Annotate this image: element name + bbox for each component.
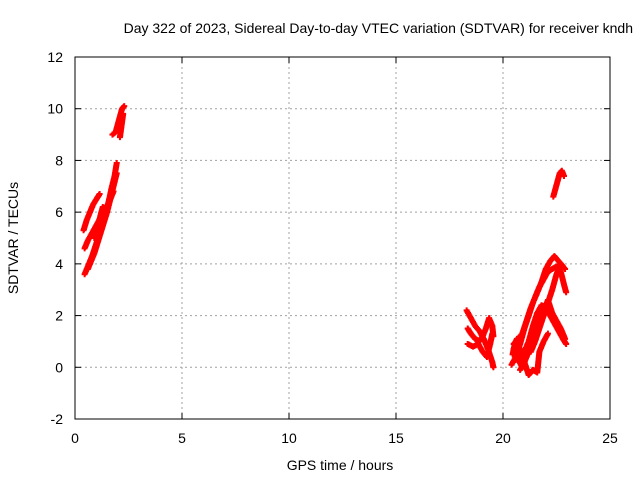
x-tick-label: 15	[388, 430, 404, 446]
data-point	[544, 330, 551, 337]
data-point	[520, 359, 527, 366]
data-point	[121, 103, 128, 110]
y-tick-label: 12	[47, 49, 63, 65]
y-tick-label: 10	[47, 101, 63, 117]
data-point	[563, 341, 570, 348]
data-point	[562, 335, 569, 342]
data-point	[113, 160, 120, 167]
data-point	[562, 266, 569, 273]
y-tick-label: 2	[55, 308, 63, 324]
x-tick-label: 25	[602, 430, 618, 446]
x-axis-title: GPS time / hours	[287, 457, 394, 473]
data-point	[113, 170, 120, 177]
x-tick-label: 0	[71, 430, 79, 446]
y-tick-label: 4	[55, 256, 63, 272]
y-tick-label: -2	[51, 411, 64, 427]
chart-title: Day 322 of 2023, Sidereal Day-to-day VTE…	[124, 20, 633, 36]
x-tick-label: 20	[495, 430, 511, 446]
x-tick-label: 10	[281, 430, 297, 446]
y-tick-label: 0	[55, 359, 63, 375]
axis-ticks: 0 5 10 15 20 25 -2 0 2 4 6 8 10 12	[47, 49, 618, 446]
y-tick-label: 8	[55, 152, 63, 168]
grid-lines	[75, 57, 610, 419]
y-axis-title: SDTVAR / TECUs	[5, 182, 21, 294]
data-point	[96, 191, 103, 198]
y-tick-label: 6	[55, 204, 63, 220]
data-point	[120, 110, 127, 117]
data-point	[560, 172, 567, 179]
data-point	[563, 289, 570, 296]
plot-frame	[74, 56, 611, 420]
data-point	[490, 364, 497, 371]
data-point	[489, 330, 496, 337]
data-points	[80, 103, 570, 379]
data-point	[106, 196, 113, 203]
x-tick-label: 5	[178, 430, 186, 446]
